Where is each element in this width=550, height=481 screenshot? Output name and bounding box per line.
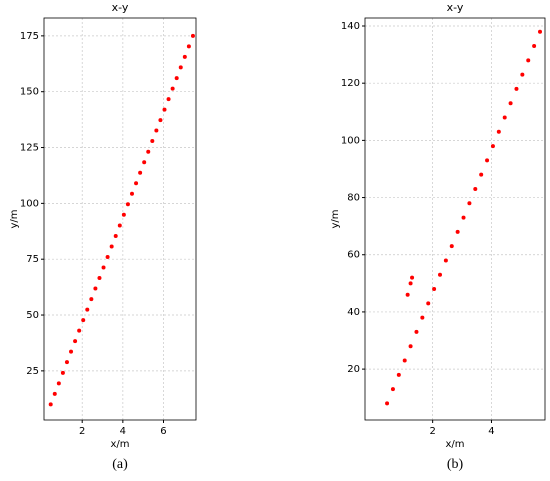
y-tick-label: 20 — [347, 364, 360, 375]
x-axis-label: x/m — [445, 439, 464, 450]
point — [60, 370, 65, 375]
point — [385, 401, 390, 406]
point — [109, 244, 114, 249]
y-tick-label: 25 — [26, 366, 39, 377]
point — [85, 307, 90, 312]
caption: (a) — [112, 457, 128, 472]
point — [81, 318, 86, 323]
y-tick-label: 75 — [26, 254, 39, 265]
point — [166, 97, 171, 102]
y-axis-label: y/m — [330, 209, 341, 228]
y-tick-label: 50 — [26, 310, 39, 321]
y-tick-label: 100 — [341, 135, 360, 146]
point — [89, 297, 94, 302]
y-tick-label: 150 — [20, 87, 39, 98]
point — [496, 129, 501, 134]
point — [485, 158, 490, 163]
point — [101, 265, 106, 270]
x-tick-label: 4 — [120, 426, 126, 437]
point — [190, 33, 195, 38]
y-tick-label: 60 — [347, 250, 360, 261]
x-tick-label: 2 — [79, 426, 85, 437]
point — [142, 160, 147, 165]
point — [538, 29, 542, 34]
plot-frame — [364, 17, 546, 421]
point — [432, 287, 437, 292]
point — [405, 292, 410, 297]
point — [52, 391, 57, 396]
point — [186, 44, 191, 49]
y-tick-label: 140 — [341, 21, 360, 32]
point — [97, 275, 102, 280]
y-tick-label: 125 — [20, 143, 39, 154]
point — [113, 233, 118, 238]
point — [146, 149, 151, 154]
point — [410, 275, 415, 280]
point — [402, 358, 407, 363]
point — [443, 258, 448, 263]
point — [455, 229, 460, 234]
point — [426, 301, 431, 306]
point — [150, 139, 155, 144]
point — [93, 286, 98, 291]
point — [467, 201, 472, 206]
point — [69, 349, 74, 354]
point — [178, 65, 183, 70]
x-tick-label: 2 — [429, 426, 435, 437]
point — [514, 86, 519, 91]
point — [532, 44, 537, 49]
y-tick-label: 120 — [341, 78, 360, 89]
point — [134, 181, 139, 186]
point — [64, 360, 69, 365]
point — [502, 115, 507, 120]
point — [490, 144, 495, 149]
y-axis-label: y/m — [9, 209, 20, 228]
point — [48, 402, 53, 407]
plot-frame — [43, 17, 197, 421]
point — [438, 272, 442, 277]
y-tick-label: 80 — [347, 193, 360, 204]
x-tick-label: 4 — [488, 426, 494, 437]
point — [449, 244, 454, 249]
point — [508, 101, 513, 106]
x-tick-label: 6 — [160, 426, 166, 437]
point — [138, 170, 143, 175]
caption: (b) — [447, 457, 464, 472]
point — [479, 172, 484, 177]
point — [105, 254, 110, 259]
point — [117, 223, 122, 228]
point — [390, 387, 395, 392]
point — [125, 202, 130, 207]
point — [182, 54, 187, 59]
point — [154, 128, 159, 133]
point — [526, 58, 531, 63]
point — [420, 315, 425, 320]
y-tick-label: 100 — [20, 198, 39, 209]
point — [408, 344, 413, 349]
point — [73, 339, 78, 344]
point — [121, 212, 126, 217]
y-tick-label: 40 — [347, 307, 360, 318]
point — [162, 107, 167, 112]
x-axis-label: x/m — [110, 439, 129, 450]
chart-title: x-y — [112, 1, 129, 14]
point — [461, 215, 466, 220]
point — [174, 76, 179, 81]
point — [158, 118, 163, 123]
point — [520, 72, 525, 77]
point — [396, 372, 401, 377]
point — [408, 281, 413, 286]
y-tick-label: 175 — [20, 31, 39, 42]
point — [56, 381, 61, 386]
point — [77, 328, 82, 333]
point — [414, 329, 419, 334]
chart-title: x-y — [447, 1, 464, 14]
point — [473, 186, 478, 191]
point — [129, 191, 134, 196]
point — [170, 86, 175, 91]
